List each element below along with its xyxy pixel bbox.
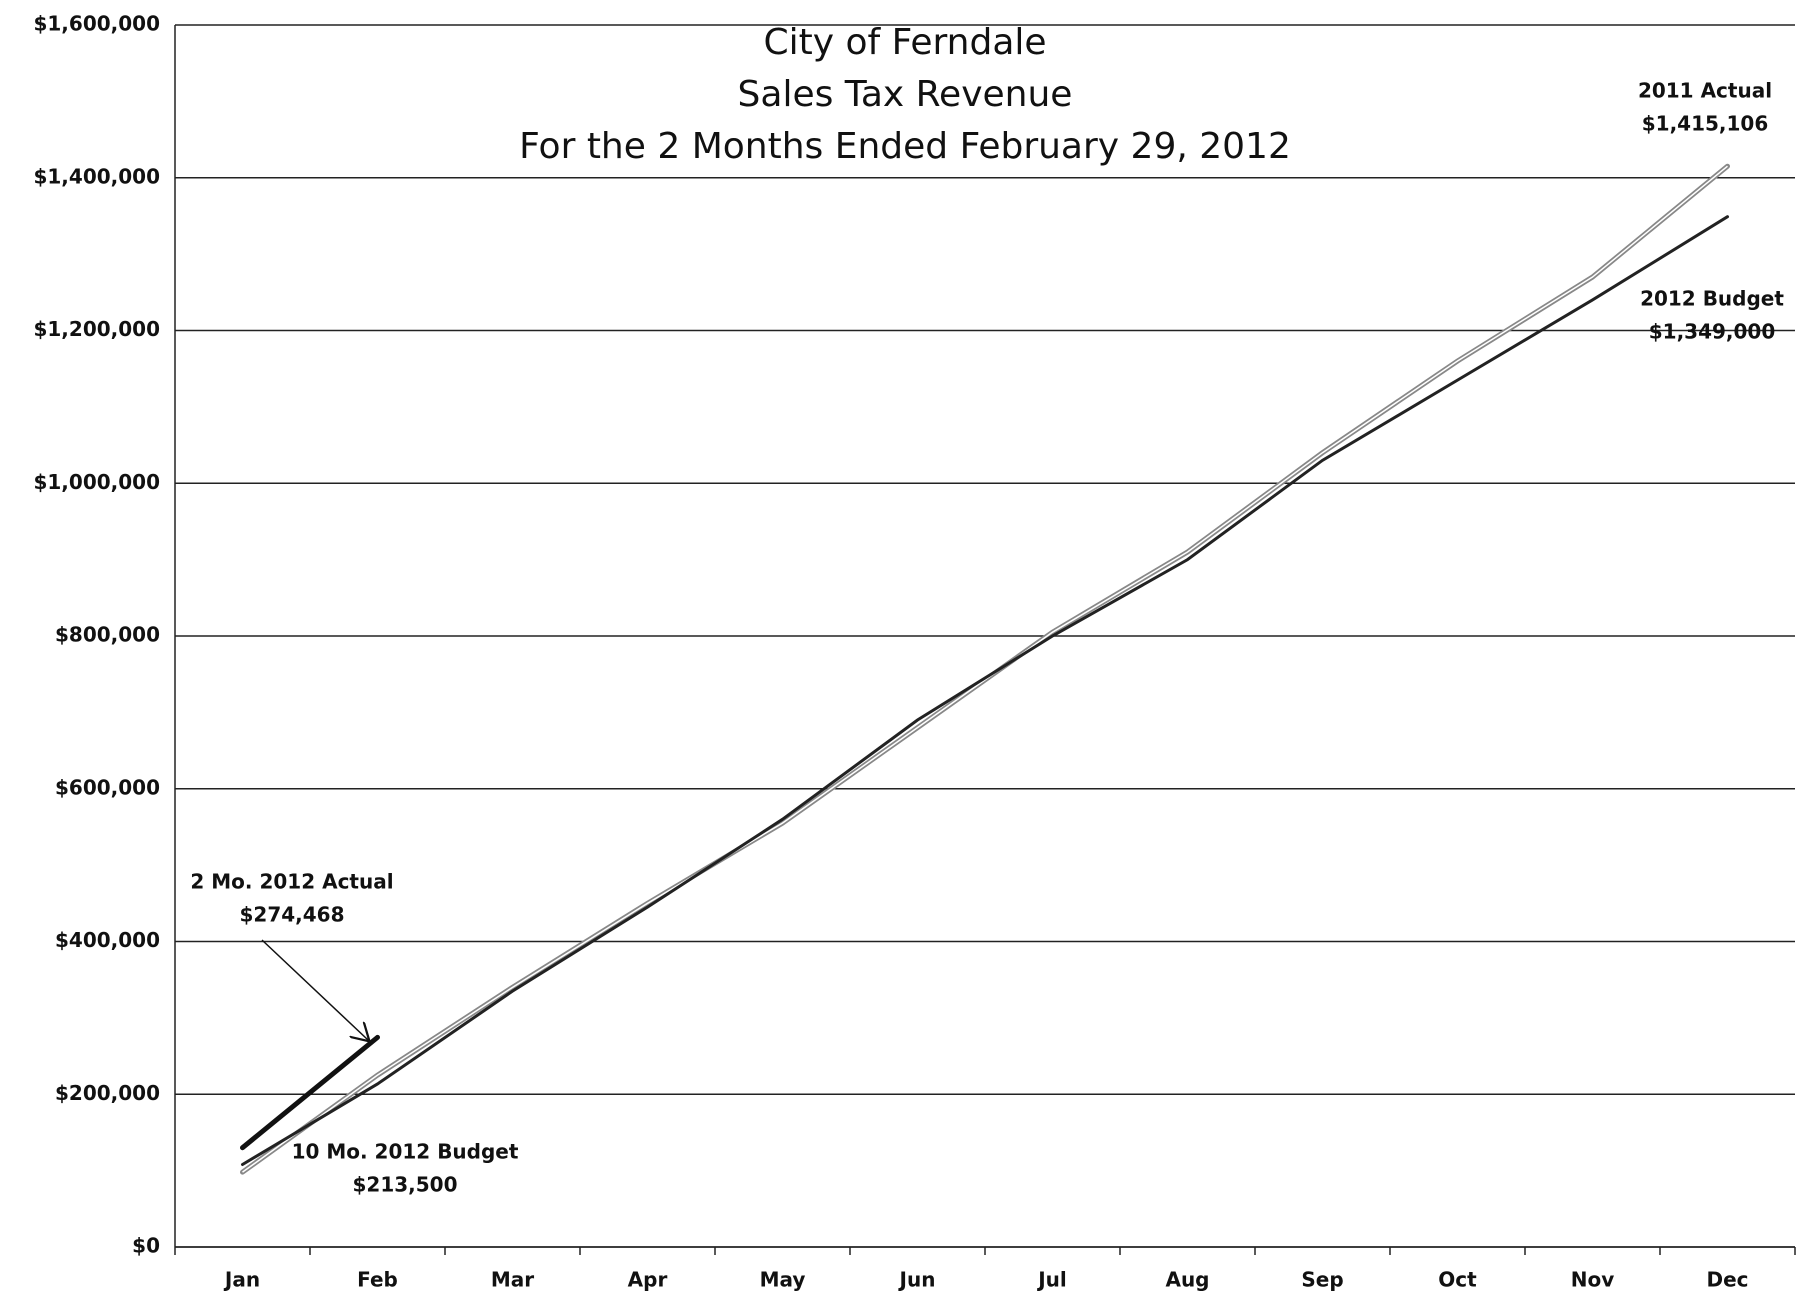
- y-tick-label: $1,600,000: [33, 12, 160, 36]
- y-tick-label: $1,400,000: [33, 164, 160, 188]
- x-tick-label: Jan: [223, 1268, 260, 1292]
- x-tick-label: Aug: [1165, 1268, 1209, 1292]
- y-tick-label: $400,000: [55, 928, 160, 952]
- annotation: $1,349,000: [1649, 320, 1776, 344]
- y-tick-label: $1,000,000: [33, 470, 160, 494]
- y-tick-label: $600,000: [55, 775, 160, 799]
- series-line-inner: [242, 165, 1728, 1173]
- x-tick-label: Jul: [1036, 1268, 1067, 1292]
- annotation: 10 Mo. 2012 Budget: [292, 1140, 519, 1164]
- x-tick-label: Sep: [1301, 1268, 1343, 1292]
- annotation: $1,415,106: [1642, 112, 1769, 136]
- annotation: 2011 Actual: [1638, 79, 1772, 103]
- x-tick-label: Feb: [357, 1268, 398, 1292]
- annotation: $213,500: [352, 1173, 457, 1197]
- x-tick-label: May: [760, 1268, 806, 1292]
- chart-title: City of Ferndale: [763, 22, 1046, 63]
- x-tick-label: Apr: [628, 1268, 668, 1292]
- series-line: [240, 163, 1730, 1175]
- annotation: 2 Mo. 2012 Actual: [190, 870, 393, 894]
- x-tick-label: Nov: [1571, 1268, 1615, 1292]
- y-tick-label: $200,000: [55, 1081, 160, 1105]
- x-tick-label: Oct: [1438, 1268, 1477, 1292]
- y-tick-label: $1,200,000: [33, 317, 160, 341]
- annotation-arrow: [261, 939, 370, 1041]
- x-tick-label: Jun: [898, 1268, 936, 1292]
- series-line: [240, 1034, 380, 1151]
- y-tick-label: $800,000: [55, 623, 160, 647]
- annotation: $274,468: [239, 903, 344, 927]
- chart-title: Sales Tax Revenue: [738, 74, 1073, 115]
- chart-title: For the 2 Months Ended February 29, 2012: [519, 126, 1291, 167]
- y-tick-label: $0: [132, 1234, 160, 1258]
- x-tick-label: Dec: [1706, 1268, 1748, 1292]
- series-line: [241, 215, 1729, 1167]
- x-tick-label: Mar: [491, 1268, 534, 1292]
- annotation: 2012 Budget: [1640, 287, 1784, 311]
